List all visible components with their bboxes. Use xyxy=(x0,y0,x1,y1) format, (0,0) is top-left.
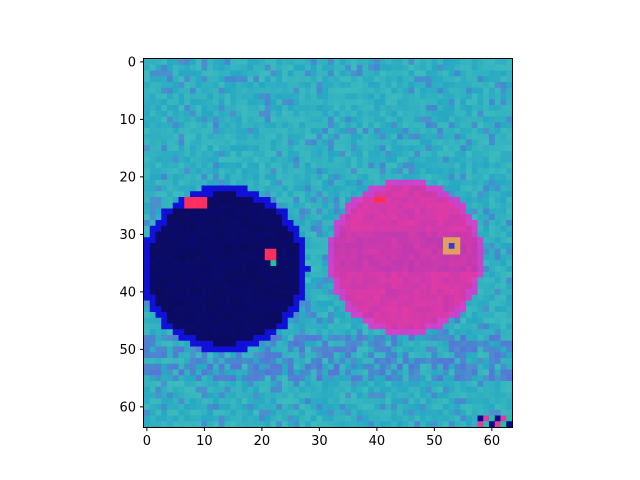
y-axis: 0 10 20 30 40 50 60 xyxy=(119,55,144,415)
x-tick-label: 40 xyxy=(369,434,386,449)
y-tick-label: 10 xyxy=(119,113,136,128)
y-tick-label: 30 xyxy=(119,228,136,243)
x-tick-label: 60 xyxy=(484,434,501,449)
heatmap-pixel-grid xyxy=(144,59,513,428)
y-tick-label: 20 xyxy=(119,170,136,185)
x-axis: 0 10 20 30 40 50 60 xyxy=(143,427,500,449)
heatmap-plot-area xyxy=(143,58,513,428)
y-tick-label: 0 xyxy=(128,55,136,70)
y-tick-label: 50 xyxy=(119,343,136,358)
axes-frame xyxy=(143,58,513,428)
y-tick-label: 40 xyxy=(119,285,136,300)
y-tick-label: 60 xyxy=(119,400,136,415)
x-tick-label: 50 xyxy=(426,434,443,449)
x-tick-label: 0 xyxy=(143,434,151,449)
x-tick-label: 20 xyxy=(254,434,271,449)
x-tick-label: 30 xyxy=(311,434,328,449)
x-tick-label: 10 xyxy=(196,434,213,449)
